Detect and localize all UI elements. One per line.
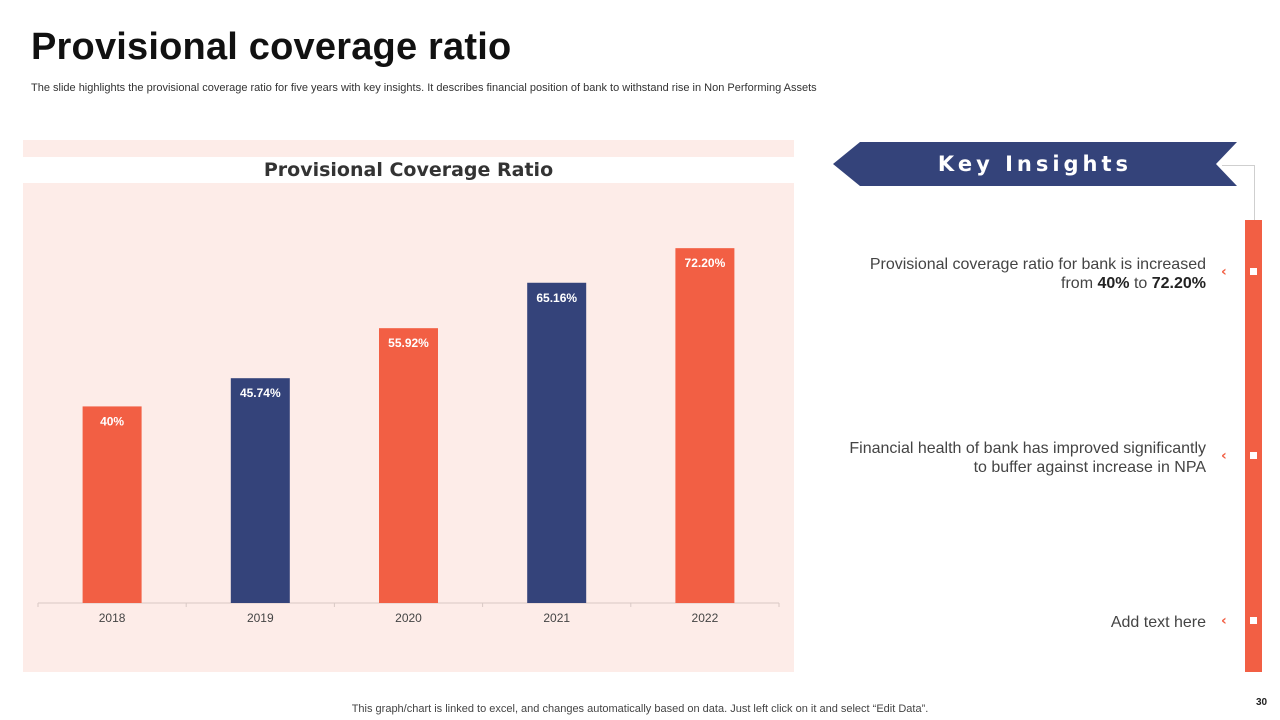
insight-3-line-1: Add text here [1110,614,1206,631]
insight-1-line-1: Provisional coverage ratio for bank is i… [869,256,1206,273]
insight-1-line-2: from 40% to 72.20% [1061,275,1206,292]
chart-title: Provisional Coverage Ratio [23,157,794,183]
bar-2022 [675,248,735,603]
x-tick-label-2019: 2019 [247,611,274,625]
insight-item-2[interactable]: Financial health of bank has improved si… [849,439,1206,477]
bar-2021 [527,282,587,603]
insight-item-1[interactable]: Provisional coverage ratio for bank is i… [870,255,1206,293]
bar-2018 [82,406,142,603]
chevron-left-icon: ‹ [1221,264,1227,280]
x-tick-label-2018: 2018 [99,611,126,625]
data-label-2021: 65.16% [536,291,577,305]
banner-connector-line [1222,165,1255,223]
x-tick-label-2022: 2022 [692,611,719,625]
data-label-2019: 45.74% [240,386,281,400]
timeline-marker-3 [1250,617,1257,624]
key-insights-heading: Key Insights [937,152,1133,176]
chart-panel[interactable]: Provisional Coverage Ratio 40% 2018 45.74%… [23,140,794,672]
page-number: 30 [1256,697,1268,708]
slide-title: Provisional coverage ratio [31,26,512,68]
x-tick-label-2021: 2021 [543,611,570,625]
key-insights-banner [833,142,1237,186]
insights-timeline-bar [1245,220,1262,672]
data-label-2020: 55.92% [388,336,429,350]
data-label-2018: 40% [100,414,124,428]
timeline-marker-2 [1250,452,1257,459]
bar-2020 [379,328,438,603]
timeline-marker-1 [1250,268,1257,275]
bar-2019 [230,378,290,603]
slide-subtitle: The slide highlights the provisional cov… [31,82,817,94]
chevron-left-icon: ‹ [1221,613,1227,629]
x-tick-label-2020: 2020 [395,611,422,625]
slide-footnote: This graph/chart is linked to excel, and… [351,703,929,715]
insight-2-line-2: to buffer against increase in NPA [973,459,1206,476]
bar-chart: 40% 2018 45.74% 2019 55.92% 2020 65.16% 2021 72.… [37,248,780,625]
data-label-2022: 72.20% [685,256,726,270]
insight-2-line-1: Financial health of bank has improved si… [849,440,1206,457]
insight-item-3[interactable]: Add text here [1111,613,1206,632]
chevron-left-icon: ‹ [1221,448,1227,464]
